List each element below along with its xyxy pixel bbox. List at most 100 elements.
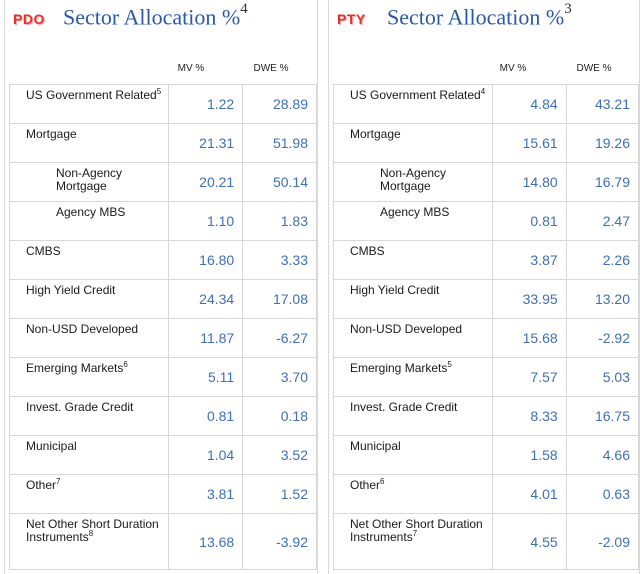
pdo-table-row: US Government Related5 1.22 28.89 — [8, 84, 317, 124]
mv-value: 5.11 — [168, 357, 244, 397]
sector-label-text: Emerging Markets — [26, 361, 124, 375]
sector-label: Net Other Short Duration Instruments7 — [332, 513, 494, 570]
pty-title: Sector Allocation %3 — [387, 1, 572, 30]
pdo-table-row: Other7 3.81 1.52 — [8, 474, 317, 514]
mv-value: 4.55 — [492, 513, 567, 570]
dwe-value: 0.63 — [565, 474, 640, 514]
sector-label: US Government Related4 — [332, 84, 494, 124]
mv-value: 0.81 — [492, 201, 567, 241]
pty-table-row: Other6 4.01 0.63 — [332, 474, 640, 514]
mv-value: 8.33 — [492, 396, 567, 436]
sector-label: Non-Agency Mortgage — [332, 162, 494, 202]
sector-label: High Yield Credit — [332, 279, 494, 319]
pdo-table-row: Municipal 1.04 3.52 — [8, 435, 317, 475]
sector-label: Municipal — [8, 435, 170, 475]
pty-title-footnote: 3 — [564, 1, 572, 17]
mv-value: 1.22 — [168, 84, 244, 124]
pdo-badge: PDO — [13, 11, 45, 27]
sector-label-text: Mortgage — [350, 127, 401, 141]
mv-value: 21.31 — [168, 123, 244, 163]
pty-table-row: CMBS 3.87 2.26 — [332, 240, 640, 280]
dwe-value: 17.08 — [242, 279, 317, 319]
sector-label: Mortgage — [8, 123, 170, 163]
dwe-value: 2.47 — [565, 201, 640, 241]
pty-title-text: Sector Allocation % — [387, 4, 565, 30]
mv-value: 1.10 — [168, 201, 244, 241]
pdo-title-footnote: 4 — [240, 1, 248, 17]
sector-label-text: Invest. Grade Credit — [26, 400, 134, 414]
pty-table-row: Invest. Grade Credit 8.33 16.75 — [332, 396, 640, 436]
mv-value: 15.68 — [492, 318, 567, 358]
dwe-value: 3.33 — [242, 240, 317, 280]
sector-label: High Yield Credit — [8, 279, 170, 319]
dwe-value: 51.98 — [242, 123, 317, 163]
pdo-table-row: High Yield Credit 24.34 17.08 — [8, 279, 317, 319]
pdo-col-dwe: DWE % — [253, 63, 289, 74]
footnote-marker: 6 — [380, 477, 385, 486]
dwe-value: 1.83 — [242, 201, 317, 241]
sector-label: Non-USD Developed — [332, 318, 494, 358]
dwe-value: 3.52 — [242, 435, 317, 475]
pty-table-row: Non-Agency Mortgage 14.80 16.79 — [332, 162, 640, 202]
dwe-value: -6.27 — [242, 318, 317, 358]
mv-value: 1.04 — [168, 435, 244, 475]
dwe-value: -3.92 — [242, 513, 317, 570]
pty-table-row: Emerging Markets5 7.57 5.03 — [332, 357, 640, 397]
mv-value: 33.95 — [492, 279, 567, 319]
sector-label: Net Other Short Duration Instruments8 — [8, 513, 170, 570]
mv-value: 1.58 — [492, 435, 567, 475]
pdo-title: Sector Allocation %4 — [63, 1, 248, 30]
sector-label: Other6 — [332, 474, 494, 514]
pdo-title-text: Sector Allocation % — [63, 4, 241, 30]
pdo-table-row: Mortgage 21.31 51.98 — [8, 123, 317, 163]
pty-col-dwe: DWE % — [576, 63, 612, 74]
dwe-value: 1.52 — [242, 474, 317, 514]
sector-label-text: High Yield Credit — [26, 283, 116, 297]
pdo-header: PDO Sector Allocation %4 — [5, 0, 317, 40]
dwe-value: 50.14 — [242, 162, 317, 202]
sector-label-text: Emerging Markets — [350, 361, 448, 375]
sector-label-text: Non-Agency Mortgage — [56, 166, 123, 193]
footnote-marker: 6 — [123, 360, 128, 369]
sector-label-text: CMBS — [350, 244, 385, 258]
pty-table-row: US Government Related4 4.84 43.21 — [332, 84, 640, 124]
mv-value: 11.87 — [168, 318, 244, 358]
pdo-table-row: Non-Agency Mortgage 20.21 50.14 — [8, 162, 317, 202]
sector-label: Emerging Markets5 — [332, 357, 494, 397]
dwe-value: 2.26 — [565, 240, 640, 280]
sector-label: Emerging Markets6 — [8, 357, 170, 397]
mv-value: 3.81 — [168, 474, 244, 514]
mv-value: 14.80 — [492, 162, 567, 202]
pdo-panel: PDO Sector Allocation %4 MV % DWE % US G… — [4, 0, 318, 574]
mv-value: 3.87 — [492, 240, 567, 280]
pty-header: PTY Sector Allocation %3 — [329, 0, 639, 40]
sector-label: CMBS — [332, 240, 494, 280]
sector-label: Mortgage — [332, 123, 494, 163]
pdo-table-row: Net Other Short Duration Instruments8 13.… — [8, 513, 317, 570]
mv-value: 7.57 — [492, 357, 567, 397]
footnote-marker: 7 — [412, 529, 418, 538]
sector-label: Municipal — [332, 435, 494, 475]
pty-table-row: Mortgage 15.61 19.26 — [332, 123, 640, 163]
footnote-marker: 8 — [88, 529, 94, 538]
mv-value: 16.80 — [168, 240, 244, 280]
pty-panel: PTY Sector Allocation %3 MV % DWE % US G… — [328, 0, 640, 574]
pty-badge: PTY — [337, 11, 366, 27]
pty-table-row: Agency MBS 0.81 2.47 — [332, 201, 640, 241]
pty-table-row: Non-USD Developed 15.68 -2.92 — [332, 318, 640, 358]
sector-label-text: Non-USD Developed — [350, 322, 463, 336]
sector-label-text: Net Other Short Duration Instruments — [350, 517, 483, 544]
pdo-col-mv: MV % — [177, 63, 205, 74]
pdo-table-row: Invest. Grade Credit 0.81 0.18 — [8, 396, 317, 436]
dwe-value: 0.18 — [242, 396, 317, 436]
sector-label-text: CMBS — [26, 244, 61, 258]
dwe-value: 13.20 — [565, 279, 640, 319]
pdo-table-row: Non-USD Developed 11.87 -6.27 — [8, 318, 317, 358]
dwe-value: 16.79 — [565, 162, 640, 202]
pdo-table-row: Emerging Markets6 5.11 3.70 — [8, 357, 317, 397]
dwe-value: 4.66 — [565, 435, 640, 475]
pdo-table-row: Agency MBS 1.10 1.83 — [8, 201, 317, 241]
sector-label: Non-Agency Mortgage — [8, 162, 170, 202]
sector-label-text: Invest. Grade Credit — [350, 400, 458, 414]
sector-label: Invest. Grade Credit — [332, 396, 494, 436]
